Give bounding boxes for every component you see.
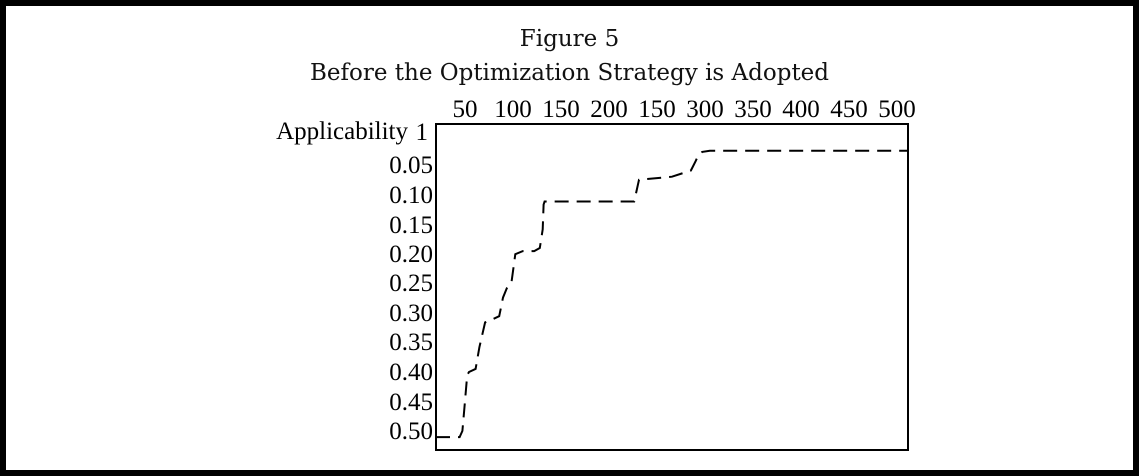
x-tick-label: 500 [878, 96, 916, 123]
y-tick-label: 0.15 [389, 212, 433, 239]
x-tick-label: 150 [638, 96, 676, 123]
series-group [436, 149, 908, 439]
x-tick-label: 400 [782, 96, 820, 123]
y-axis-label: Applicability [276, 118, 408, 145]
x-tick-label: 100 [494, 96, 532, 123]
chart-subtitle: Before the Optimization Strategy is Adop… [309, 60, 830, 86]
y-tick-label: 1 [416, 119, 429, 146]
y-tick-label: 0.25 [389, 270, 433, 297]
y-tick-label: 0.30 [389, 300, 433, 327]
x-tick-label: 150 [542, 96, 580, 123]
x-tick-label: 50 [453, 96, 478, 123]
y-tick-label: 0.20 [389, 241, 433, 268]
x-tick-labels: 50 100 150 200 150 300 350 400 450 500 [453, 96, 916, 123]
x-tick-label: 450 [830, 96, 868, 123]
y-tick-label: 0.45 [389, 389, 433, 416]
y-tick-label: 0.10 [389, 182, 433, 209]
y-tick-label: 0.40 [389, 359, 433, 386]
y-tick-label: 0.05 [389, 152, 433, 179]
y-tick-label: 0.35 [389, 329, 433, 356]
chart-title: Figure 5 [519, 26, 620, 52]
x-tick-label: 350 [734, 96, 772, 123]
y-tick-labels: 1 0.05 0.10 0.150.200.25 0.300.35 0.40 0.450.5… [389, 119, 433, 445]
plot-area-frame [435, 123, 909, 451]
x-tick-label: 300 [686, 96, 724, 123]
y-tick-label: 0.50 [389, 418, 433, 445]
x-tick-label: 200 [590, 96, 628, 123]
series-line [436, 149, 908, 439]
